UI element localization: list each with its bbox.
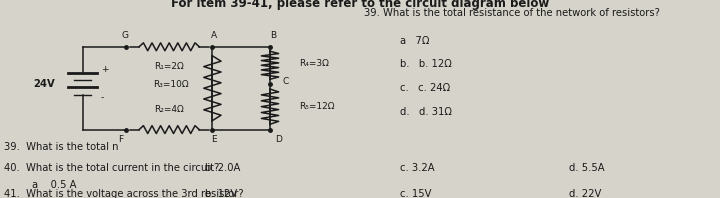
Text: R₁=2Ω: R₁=2Ω	[154, 62, 184, 71]
Text: 39. What is the total resistance of the network of resistors?: 39. What is the total resistance of the …	[364, 8, 660, 18]
Text: G: G	[121, 31, 128, 40]
Text: c. 3.2A: c. 3.2A	[400, 163, 434, 173]
Text: B: B	[271, 31, 276, 40]
Text: b. 12V: b. 12V	[205, 189, 238, 198]
Text: -: -	[101, 93, 104, 102]
Text: a    0.5 A: a 0.5 A	[32, 180, 77, 190]
Text: d.   d. 31Ω: d. d. 31Ω	[400, 107, 451, 117]
Text: d. 5.5A: d. 5.5A	[569, 163, 604, 173]
Text: 24V: 24V	[34, 79, 55, 89]
Text: A: A	[211, 31, 217, 40]
Text: b. 2.0A: b. 2.0A	[205, 163, 240, 173]
Text: c. 15V: c. 15V	[400, 189, 431, 198]
Text: 39.  What is the total n: 39. What is the total n	[4, 142, 118, 152]
Text: 40.  What is the total current in the circuit?: 40. What is the total current in the cir…	[4, 163, 219, 173]
Text: C: C	[283, 77, 289, 86]
Text: R₃=10Ω: R₃=10Ω	[153, 80, 189, 89]
Text: R₅=12Ω: R₅=12Ω	[299, 102, 334, 111]
Text: E: E	[211, 135, 217, 144]
Text: a   7Ω: a 7Ω	[400, 36, 429, 46]
Text: F: F	[117, 135, 123, 144]
Text: D: D	[275, 135, 282, 144]
Text: 41.  What is the voltage across the 3rd resistor?: 41. What is the voltage across the 3rd r…	[4, 189, 243, 198]
Text: For item 39-41, please refer to the circuit diagram below: For item 39-41, please refer to the circ…	[171, 0, 549, 10]
Text: d. 22V: d. 22V	[569, 189, 601, 198]
Text: R₄=3Ω: R₄=3Ω	[299, 59, 328, 68]
Text: R₂=4Ω: R₂=4Ω	[154, 105, 184, 114]
Text: b.   b. 12Ω: b. b. 12Ω	[400, 59, 451, 69]
Text: +: +	[101, 65, 108, 74]
Text: c.   c. 24Ω: c. c. 24Ω	[400, 83, 450, 93]
